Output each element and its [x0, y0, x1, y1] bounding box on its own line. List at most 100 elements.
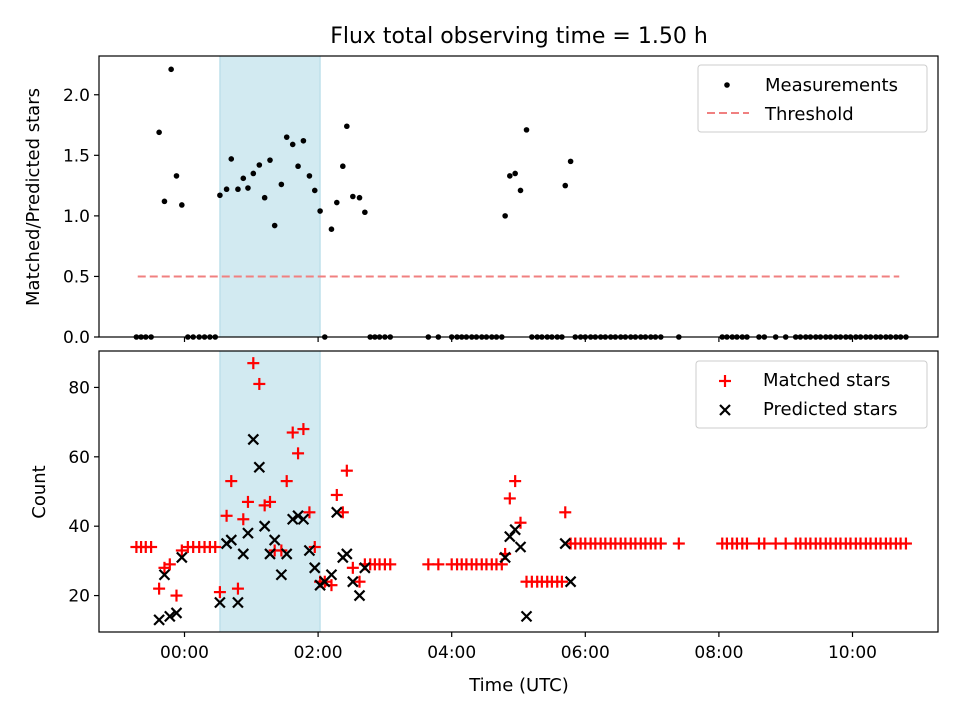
predicted-star-point	[308, 562, 321, 574]
matched-star-point	[247, 357, 260, 370]
predicted-star-point	[164, 610, 176, 623]
count-y-tick-label: 40	[68, 517, 90, 537]
matched-star-point	[336, 506, 349, 519]
predicted-star-point	[514, 541, 527, 553]
matched-star-point	[340, 464, 353, 477]
ratio-y-axis-label: Matched/Predicted stars	[23, 88, 44, 306]
matched-star-point	[779, 537, 792, 550]
measurement-point	[523, 127, 530, 133]
measurement-point	[512, 170, 518, 177]
predicted-star-point	[170, 607, 183, 619]
predicted-star-point	[258, 520, 271, 532]
measurement-point	[256, 162, 263, 168]
x-tick-label: 02:00	[294, 643, 343, 663]
matched-star-point	[353, 575, 366, 588]
matched-star-point	[758, 537, 771, 550]
matched-star-point	[175, 544, 188, 557]
matched-star-point	[237, 513, 250, 526]
predicted-star-point	[242, 527, 254, 539]
measurement-point	[300, 137, 307, 144]
matched-star-point	[241, 495, 254, 508]
predicted-star-point	[158, 568, 171, 581]
measurement-point	[278, 181, 285, 188]
ratio-y-tick-label: 1.5	[63, 146, 90, 166]
measurement-point	[295, 163, 301, 170]
matched-star-point	[769, 537, 782, 550]
matched-star-point	[432, 558, 445, 571]
measurement-point	[240, 175, 247, 182]
matched-star-point	[555, 575, 568, 588]
predicted-star-point	[331, 506, 343, 519]
predicted-star-point	[153, 614, 165, 626]
ratio-observing-window	[219, 55, 321, 338]
predicted-star-point	[504, 530, 516, 543]
legend-matched-label: Matched stars	[763, 370, 890, 391]
predicted-star-point	[247, 433, 260, 446]
matched-star-point	[654, 537, 667, 550]
count-panel: 20 40 60 80 00:00 02:00 04:00 06:00 08:00 10:00 C…	[29, 350, 939, 663]
matched-star-point	[286, 426, 299, 439]
x-tick-label: 08:00	[694, 643, 743, 663]
measurement-point	[502, 213, 508, 219]
measurement-point	[271, 222, 278, 229]
predicted-star-point	[275, 568, 288, 581]
matched-star-point	[514, 516, 527, 529]
measurement-point	[267, 157, 273, 163]
count-y-tick-label: 60	[68, 448, 90, 468]
measurement-point	[245, 185, 251, 191]
measurement-point	[517, 187, 524, 194]
measurement-point	[340, 163, 346, 170]
count-observing-window	[219, 350, 321, 633]
predicted-star-point	[225, 534, 238, 546]
measurement-point	[562, 182, 569, 189]
count-legend: Matched stars Predicted stars	[695, 360, 928, 429]
predicted-star-point	[347, 575, 359, 588]
matched-star-point	[213, 586, 226, 599]
matched-star-point	[559, 506, 572, 519]
matched-star-point	[264, 495, 277, 508]
predicted-star-point	[286, 513, 299, 526]
predicted-star-point	[237, 548, 250, 560]
measurement-point	[179, 202, 185, 208]
measurement-point	[161, 198, 168, 205]
predicted-star-point	[559, 537, 572, 550]
measurement-point	[328, 226, 335, 233]
ratio-y-tick-label: 0.5	[63, 267, 90, 287]
ratio-y-tick-label: 0.0	[63, 328, 90, 348]
figure-title: Flux total observing time = 1.50 h	[330, 24, 708, 49]
measurement-point	[173, 173, 180, 179]
x-tick-label: 10:00	[828, 643, 877, 663]
measurement-point	[311, 187, 318, 194]
matched-star-point	[280, 475, 293, 488]
measurement-point	[156, 129, 162, 136]
matched-star-point	[503, 492, 516, 505]
x-tick-label: 04:00	[427, 643, 476, 663]
predicted-star-point	[509, 523, 521, 536]
matched-star-point	[231, 582, 244, 595]
measurement-point	[261, 194, 268, 201]
legend-measurements-marker	[724, 82, 730, 88]
measurement-point	[250, 170, 257, 177]
measurement-point	[283, 134, 290, 140]
count-y-axis-label: Count	[29, 465, 50, 518]
ratio-legend: Measurements Threshold	[697, 64, 928, 133]
matched-star-point	[220, 509, 233, 522]
legend-measurements-label: Measurements	[765, 75, 898, 96]
matched-star-point	[275, 544, 288, 557]
matched-star-point	[292, 447, 305, 460]
measurement-point	[334, 199, 340, 206]
legend-matched-marker	[719, 375, 731, 387]
matched-star-point	[170, 589, 183, 602]
count-y-tick-label: 20	[68, 587, 90, 607]
measurement-point	[217, 192, 223, 199]
measurement-point	[168, 66, 174, 73]
predicted-star-point	[264, 548, 276, 560]
matched-star-point	[740, 537, 753, 550]
measurement-point	[350, 193, 356, 200]
predicted-star-point	[292, 510, 304, 522]
measurement-point	[228, 156, 235, 162]
x-tick-label: 06:00	[561, 643, 610, 663]
matched-star-point	[253, 377, 266, 390]
predicted-star-point	[232, 596, 244, 609]
